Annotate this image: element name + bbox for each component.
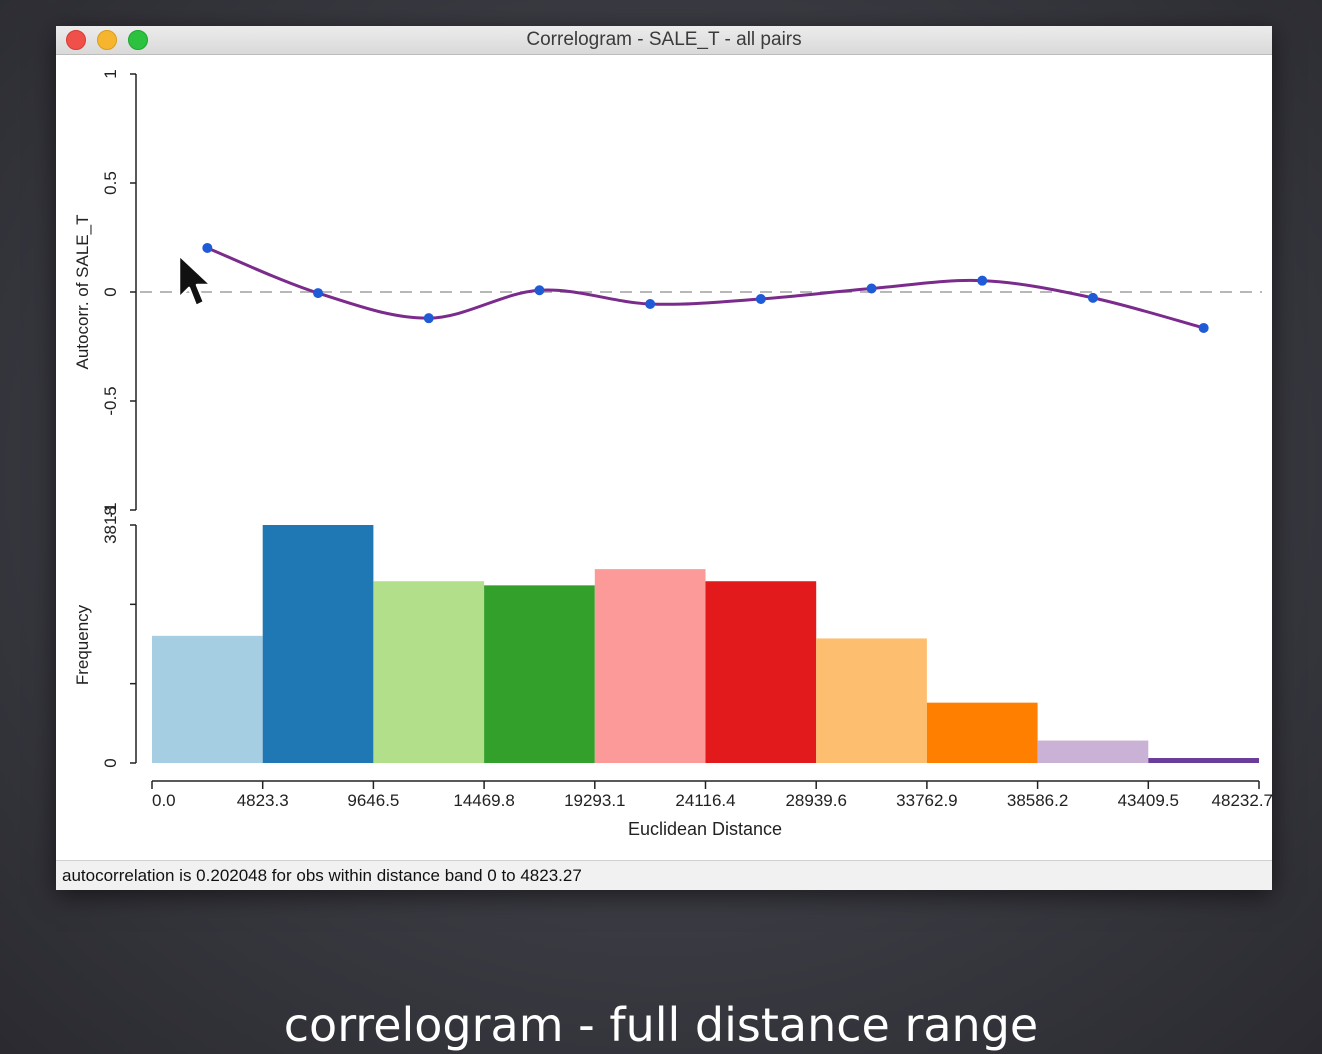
y-tick-label-top: -1 <box>101 502 120 517</box>
x-axis-label: Euclidean Distance <box>628 819 782 839</box>
x-tick-label: 24116.4 <box>675 791 735 810</box>
autocorrelation-chart: -1 -0.5 0 0.5 1 Autocorr. of SALE_T <box>73 69 1262 518</box>
autocorrelation-point <box>313 288 324 299</box>
title-bar[interactable]: Correlogram - SALE_T - all pairs <box>56 26 1272 55</box>
autocorrelation-point <box>1087 292 1098 303</box>
autocorrelation-curve <box>206 246 1205 330</box>
status-bar: autocorrelation is 0.202048 for obs with… <box>56 860 1272 890</box>
x-tick-label: 9646.5 <box>347 791 399 810</box>
x-tick-label: 43409.5 <box>1118 791 1179 810</box>
autocorrelation-point <box>423 313 434 324</box>
y-tick-label-top: 1 <box>101 69 120 78</box>
correlogram-window: Correlogram - SALE_T - all pairs -1 -0.5 0… <box>56 26 1272 890</box>
window-title: Correlogram - SALE_T - all pairs <box>526 29 802 50</box>
histogram-bar <box>484 585 595 763</box>
x-tick-label: 4823.3 <box>237 791 289 810</box>
histogram-bar <box>1148 758 1259 763</box>
x-tick-label: 19293.1 <box>564 791 625 810</box>
histogram-bar <box>816 638 927 763</box>
correlogram-plot[interactable]: -1 -0.5 0 0.5 1 Autocorr. of SALE_T 0 3818 Freq… <box>56 55 1272 860</box>
x-tick-label: 38586.2 <box>1007 791 1068 810</box>
histogram-bar <box>152 635 263 763</box>
x-tick-label: 14469.8 <box>453 791 514 810</box>
x-tick-label: 48232.7 <box>1212 791 1272 810</box>
autocorrelation-point <box>866 283 877 294</box>
autocorrelation-point <box>645 298 656 309</box>
y-tick-label-bottom: 0 <box>101 758 120 767</box>
status-text: autocorrelation is 0.202048 for obs with… <box>62 866 582 885</box>
histogram-bar <box>373 581 485 763</box>
histogram-bar <box>1037 740 1149 763</box>
x-tick-label: 33762.9 <box>896 791 957 810</box>
histogram-bar <box>705 581 817 763</box>
y-tick-label-top: 0 <box>101 287 120 296</box>
close-button[interactable] <box>66 30 86 50</box>
autocorrelation-point <box>534 285 545 296</box>
autocorrelation-point <box>977 275 988 286</box>
autocorrelation-point <box>1198 322 1209 333</box>
slide-caption: correlogram - full distance range <box>283 998 1039 1052</box>
zoom-button[interactable] <box>128 30 148 50</box>
y-axis-label-top: Autocorr. of SALE_T <box>73 215 92 370</box>
y-axis-label-bottom: Frequency <box>73 604 92 685</box>
y-tick-label-top: -0.5 <box>101 386 120 415</box>
autocorrelation-point <box>202 242 213 253</box>
mouse-pointer-icon <box>177 253 213 308</box>
y-tick-label-top: 0.5 <box>101 171 120 195</box>
histogram-bar <box>594 569 706 763</box>
x-tick-label: 0.0 <box>152 791 176 810</box>
y-tick-label-bottom: 3818 <box>101 506 120 544</box>
histogram-bar <box>926 702 1038 763</box>
minimize-button[interactable] <box>97 30 117 50</box>
x-tick-label: 28939.6 <box>785 791 846 810</box>
frequency-histogram: 0 3818 Frequency 0.0 4823.3 9646.5 14469.8 1929… <box>73 506 1272 839</box>
histogram-bar <box>262 525 374 763</box>
autocorrelation-point <box>755 293 766 304</box>
